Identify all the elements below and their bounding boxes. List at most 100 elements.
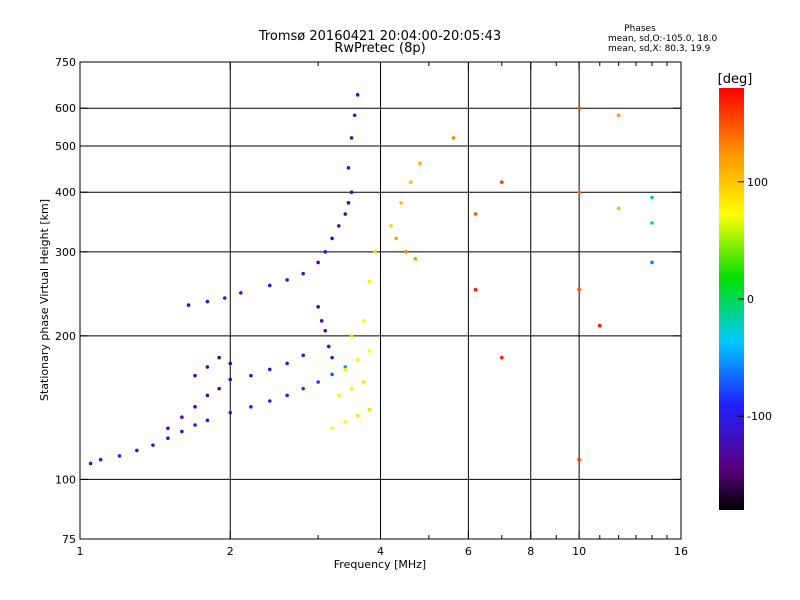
data-point [193, 373, 197, 378]
data-point [404, 250, 408, 254]
data-point [228, 410, 233, 415]
data-point [205, 365, 210, 369]
data-point [650, 195, 654, 200]
stats-line-o: mean, sd,O:-105.0, 18.0 [608, 34, 718, 44]
data-point [330, 426, 334, 431]
data-point [367, 279, 372, 284]
data-point [316, 380, 320, 384]
data-point [267, 367, 272, 372]
data-point [337, 224, 341, 228]
data-point [343, 367, 348, 372]
data-point [323, 328, 328, 333]
data-point [355, 358, 360, 362]
y-tick-label: 500 [55, 140, 76, 153]
data-point [451, 136, 456, 140]
data-point [228, 377, 233, 382]
chart-subtitle: RwPretec (8p) [334, 41, 425, 56]
y-tick-label: 300 [55, 246, 76, 259]
data-point [361, 319, 366, 323]
colorbar-label: [deg] [718, 72, 753, 87]
stats-line-x: mean, sd,X: 80.3, 19.9 [608, 44, 711, 54]
data-point [352, 113, 357, 118]
data-point [650, 260, 654, 265]
data-point [500, 355, 504, 360]
data-point [355, 93, 360, 97]
y-tick-label: 200 [55, 330, 76, 343]
data-point [408, 180, 413, 184]
y-tick-label: 400 [55, 186, 76, 199]
data-point [389, 224, 393, 228]
x-tick-label: 4 [377, 545, 384, 558]
data-point [616, 113, 621, 118]
colorbar-tick-label: 0 [747, 293, 754, 306]
data-point [597, 323, 602, 328]
y-tick-label: 100 [55, 473, 76, 486]
y-tick-label: 750 [55, 56, 76, 69]
data-point [285, 278, 289, 282]
data-point [616, 206, 621, 211]
data-point [249, 373, 253, 378]
y-axis-label: Stationary phase Virtual Height [km] [38, 199, 51, 401]
data-point [577, 287, 581, 292]
data-point [301, 271, 305, 276]
y-tick-label: 600 [55, 102, 76, 115]
data-point [346, 201, 351, 205]
x-axis-label: Frequency [MHz] [334, 558, 426, 571]
data-point [316, 305, 320, 309]
data-point [151, 443, 155, 447]
data-point [349, 334, 354, 338]
data-point [343, 420, 348, 424]
data-point [249, 404, 253, 409]
data-points [88, 93, 654, 466]
x-tick-label: 6 [465, 545, 472, 558]
data-point [577, 457, 581, 462]
x-tick-label: 1 [77, 545, 84, 558]
data-point [394, 236, 398, 241]
x-tick-label: 16 [674, 545, 688, 558]
data-point [205, 393, 210, 398]
data-point [323, 250, 328, 254]
data-point [285, 393, 289, 398]
data-point [228, 361, 233, 366]
data-point [367, 349, 372, 353]
data-point [349, 386, 354, 391]
data-point [186, 303, 191, 307]
data-point [473, 212, 478, 216]
data-point [330, 372, 334, 377]
data-point [577, 190, 581, 195]
data-point [217, 386, 221, 391]
data-point [117, 454, 122, 458]
data-point [343, 212, 348, 216]
colorbar-ticks: 100 0 -100 [738, 176, 772, 423]
data-point [205, 418, 210, 423]
data-point [330, 236, 334, 241]
data-point [205, 299, 210, 304]
data-point [473, 287, 478, 292]
x-axis-ticks: 1 2 4 6 8 10 16 [77, 62, 688, 558]
data-point [217, 355, 221, 360]
data-point [319, 319, 324, 323]
data-point [316, 260, 320, 265]
y-tick-label: 75 [62, 533, 76, 546]
data-point [135, 448, 139, 453]
data-point [346, 166, 351, 170]
y-axis-ticks: 75 100 200 300 400 500 600 750 [55, 56, 681, 546]
data-point [367, 407, 372, 412]
grid-lines [80, 62, 681, 539]
data-point [337, 393, 341, 398]
x-tick-label: 10 [572, 545, 586, 558]
chart-title: Tromsø 20160421 20:04:00-20:05:43 [258, 29, 501, 44]
data-point [650, 221, 654, 225]
data-point [330, 355, 334, 360]
data-point [180, 429, 184, 434]
data-point [373, 250, 377, 254]
data-point [222, 296, 227, 300]
data-point [326, 344, 331, 349]
data-point [301, 353, 305, 358]
data-point [418, 161, 422, 166]
x-tick-label: 2 [227, 545, 234, 558]
data-point [166, 436, 170, 441]
data-point [349, 136, 354, 140]
data-point [267, 399, 272, 403]
